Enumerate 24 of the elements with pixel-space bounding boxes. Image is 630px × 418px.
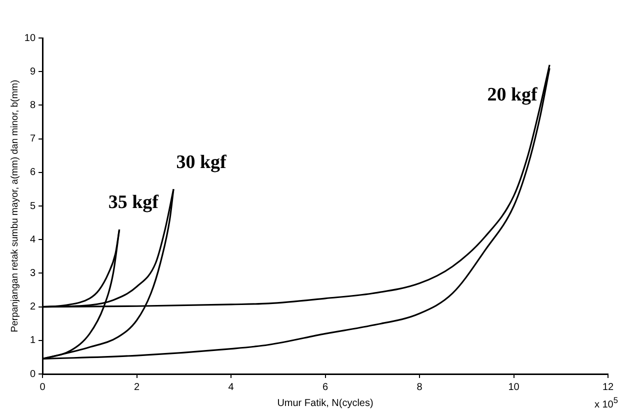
y-tick-label: 6 [30,167,36,178]
text: x 10$^{5}$ [594,394,618,410]
y-tick-label: 4 [30,234,36,246]
y-tick-label: 1 [30,335,36,346]
annotation: 30 kgf [176,152,228,173]
annotation: 35 kgf [108,192,160,214]
x-tick-label: 2 [134,382,140,393]
y-tick-label: 9 [30,66,36,78]
annotation: 20 kgf [487,84,538,106]
y-tick-label: 0 [30,368,36,380]
x-tick-label: 8 [416,382,423,393]
x-tick-label: 10 [508,382,520,393]
x-tick-label: 6 [322,382,328,393]
x-tick-label: 12 [602,382,614,393]
y-axis-title: Perpanjangan retak sumbu mayor, a(mm) dan minor, b(mm) [9,80,20,332]
x-tick-label: 4 [228,382,234,393]
y-tick-label: 5 [30,200,36,212]
y-tick-label: 8 [30,100,36,111]
y-tick-label: 3 [30,268,36,279]
y-tick-label: 10 [24,32,36,44]
y-tick-label: 7 [30,134,36,145]
y-tick-label: 2 [30,302,36,313]
x-tick-label: 0 [40,382,46,393]
x-axis-title: Umur Fatik, N(cycles) [277,398,374,409]
